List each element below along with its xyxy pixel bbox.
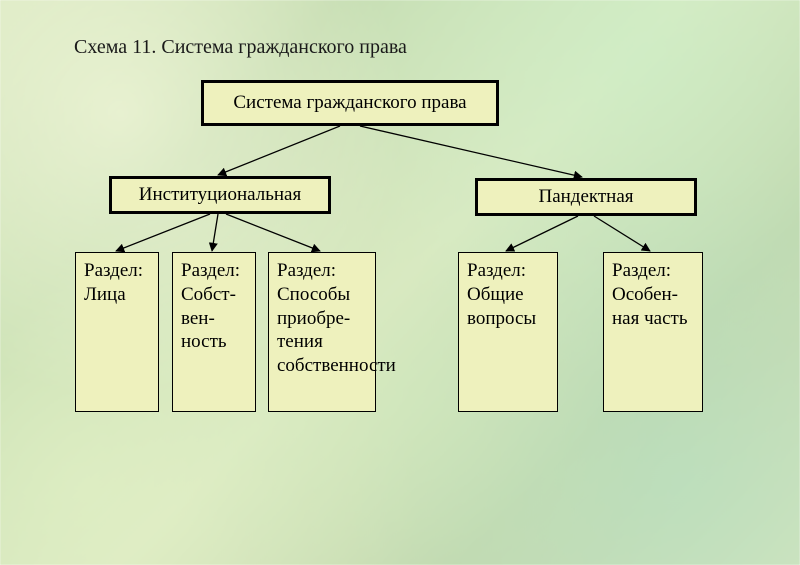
node-pandect-label: Пандектная xyxy=(538,185,633,209)
node-institutional-label: Институциональная xyxy=(139,183,301,207)
node-section-special-label: Раздел: Особен-ная часть xyxy=(612,260,687,329)
node-section-general: Раздел: Общие вопросы xyxy=(458,252,558,412)
node-section-persons-label: Раздел: Лица xyxy=(84,260,143,305)
node-section-acquisition: Раздел: Способы приобре-тения собственно… xyxy=(268,252,376,412)
node-pandect: Пандектная xyxy=(475,178,697,216)
diagram-title: Схема 11. Система гражданского права xyxy=(74,36,407,59)
node-section-general-label: Раздел: Общие вопросы xyxy=(467,260,536,329)
node-section-property-label: Раздел: Собст-вен-ность xyxy=(181,260,240,352)
node-section-persons: Раздел: Лица xyxy=(75,252,159,412)
node-section-special: Раздел: Особен-ная часть xyxy=(603,252,703,412)
node-root: Система гражданского права xyxy=(201,80,499,126)
node-section-property: Раздел: Собст-вен-ность xyxy=(172,252,256,412)
node-institutional: Институциональная xyxy=(109,176,331,214)
node-root-label: Система гражданского права xyxy=(233,91,466,115)
